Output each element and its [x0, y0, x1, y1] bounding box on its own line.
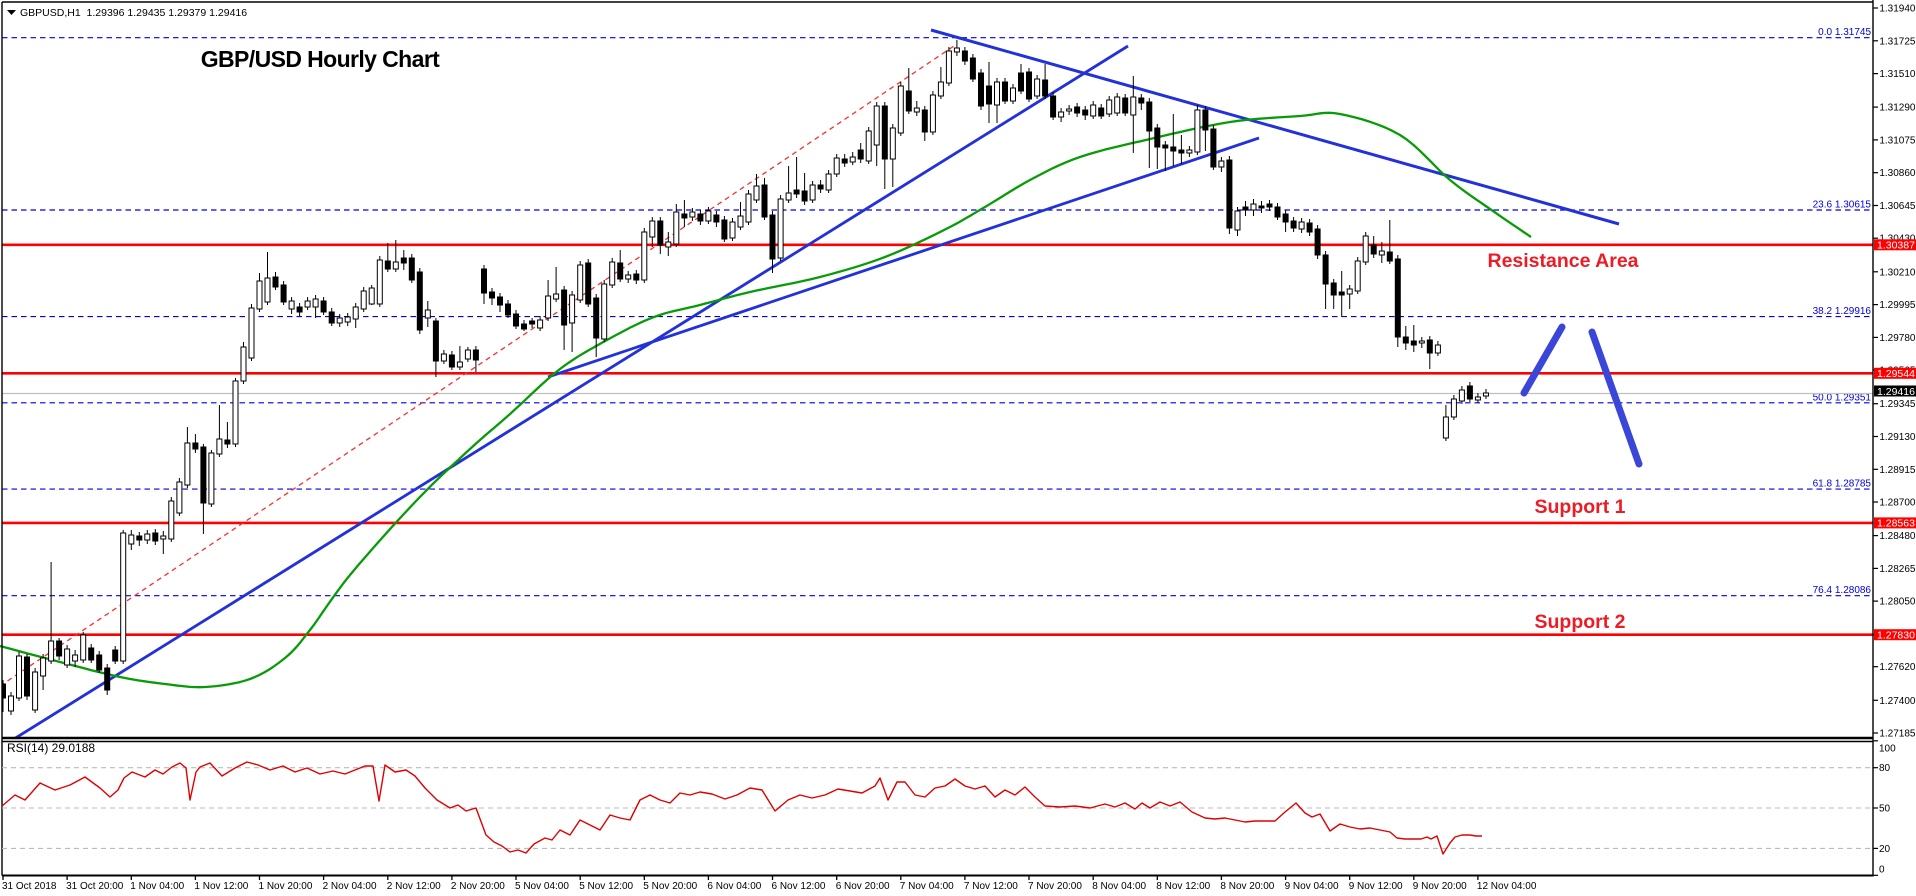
svg-text:8 Nov 20:00: 8 Nov 20:00 [1220, 881, 1274, 892]
svg-text:38.2 1.29916: 38.2 1.29916 [1813, 306, 1872, 317]
svg-text:1.31290: 1.31290 [1879, 103, 1916, 114]
svg-text:1.30387: 1.30387 [1877, 240, 1915, 252]
svg-text:7 Nov 20:00: 7 Nov 20:00 [1028, 881, 1082, 892]
svg-text:1.31075: 1.31075 [1879, 135, 1916, 146]
svg-text:1.28050: 1.28050 [1879, 597, 1916, 608]
svg-text:9 Nov 04:00: 9 Nov 04:00 [1285, 881, 1339, 892]
svg-text:GBPUSD,H1 1.29396 1.29435 1.2: GBPUSD,H1 1.29396 1.29435 1.29379 1.2941… [20, 7, 247, 19]
svg-text:1 Nov 12:00: 1 Nov 12:00 [194, 881, 248, 892]
svg-text:1.27830: 1.27830 [1877, 630, 1915, 642]
svg-text:1.27185: 1.27185 [1879, 729, 1916, 740]
svg-text:1.30210: 1.30210 [1879, 267, 1916, 278]
svg-text:1.30860: 1.30860 [1879, 168, 1916, 179]
svg-text:6 Nov 04:00: 6 Nov 04:00 [707, 881, 761, 892]
svg-text:6 Nov 12:00: 6 Nov 12:00 [772, 881, 826, 892]
svg-text:1.28265: 1.28265 [1879, 564, 1916, 575]
svg-text:8 Nov 04:00: 8 Nov 04:00 [1092, 881, 1146, 892]
svg-text:61.8 1.28785: 61.8 1.28785 [1813, 479, 1872, 490]
svg-text:1.28480: 1.28480 [1879, 531, 1916, 542]
svg-text:1.27620: 1.27620 [1879, 662, 1916, 673]
svg-text:Support 1: Support 1 [1535, 496, 1626, 518]
svg-text:1.28563: 1.28563 [1877, 518, 1915, 530]
svg-text:GBP/USD Hourly Chart: GBP/USD Hourly Chart [201, 46, 440, 72]
svg-text:1.29995: 1.29995 [1879, 300, 1916, 311]
svg-text:12 Nov 04:00: 12 Nov 04:00 [1477, 881, 1537, 892]
svg-text:2 Nov 12:00: 2 Nov 12:00 [387, 881, 441, 892]
svg-text:5 Nov 12:00: 5 Nov 12:00 [579, 881, 633, 892]
svg-text:Resistance Area: Resistance Area [1487, 250, 1638, 272]
svg-text:1.30645: 1.30645 [1879, 201, 1916, 212]
svg-text:1.31725: 1.31725 [1879, 36, 1916, 47]
svg-text:1.29345: 1.29345 [1879, 399, 1916, 410]
svg-text:8 Nov 12:00: 8 Nov 12:00 [1156, 881, 1210, 892]
svg-text:1.27400: 1.27400 [1879, 696, 1916, 707]
svg-text:1.28700: 1.28700 [1879, 498, 1916, 509]
svg-text:50.0 1.29351: 50.0 1.29351 [1813, 392, 1872, 403]
svg-text:76.4 1.28086: 76.4 1.28086 [1813, 585, 1872, 596]
svg-text:5 Nov 20:00: 5 Nov 20:00 [643, 881, 697, 892]
svg-text:5 Nov 04:00: 5 Nov 04:00 [515, 881, 569, 892]
svg-text:7 Nov 04:00: 7 Nov 04:00 [900, 881, 954, 892]
svg-text:9 Nov 12:00: 9 Nov 12:00 [1349, 881, 1403, 892]
svg-text:80: 80 [1879, 763, 1891, 774]
svg-text:1.29416: 1.29416 [1877, 386, 1915, 398]
svg-text:1.29544: 1.29544 [1877, 368, 1915, 380]
svg-text:23.6 1.30615: 23.6 1.30615 [1813, 200, 1872, 211]
svg-text:1.29130: 1.29130 [1879, 432, 1916, 443]
svg-text:1 Nov 04:00: 1 Nov 04:00 [130, 881, 184, 892]
svg-text:0.0 1.31745: 0.0 1.31745 [1818, 27, 1871, 38]
svg-text:1.30430: 1.30430 [1879, 234, 1916, 245]
svg-text:1.31510: 1.31510 [1879, 69, 1916, 80]
svg-text:31 Oct 20:00: 31 Oct 20:00 [66, 881, 124, 892]
svg-text:0: 0 [1879, 865, 1885, 876]
svg-text:2 Nov 04:00: 2 Nov 04:00 [323, 881, 377, 892]
svg-text:50: 50 [1879, 804, 1891, 815]
svg-text:2 Nov 20:00: 2 Nov 20:00 [451, 881, 505, 892]
svg-text:1 Nov 20:00: 1 Nov 20:00 [259, 881, 313, 892]
svg-text:31 Oct 2018: 31 Oct 2018 [2, 881, 57, 892]
svg-text:1.28915: 1.28915 [1879, 465, 1916, 476]
svg-text:Support 2: Support 2 [1535, 611, 1626, 633]
svg-text:20: 20 [1879, 844, 1891, 855]
svg-text:9 Nov 20:00: 9 Nov 20:00 [1413, 881, 1467, 892]
svg-text:1.29780: 1.29780 [1879, 333, 1916, 344]
svg-text:100: 100 [1879, 744, 1896, 755]
svg-text:7 Nov 12:00: 7 Nov 12:00 [964, 881, 1018, 892]
svg-text:1.31940: 1.31940 [1879, 4, 1916, 15]
svg-text:6 Nov 20:00: 6 Nov 20:00 [836, 881, 890, 892]
svg-text:RSI(14) 29.0188: RSI(14) 29.0188 [7, 741, 95, 755]
